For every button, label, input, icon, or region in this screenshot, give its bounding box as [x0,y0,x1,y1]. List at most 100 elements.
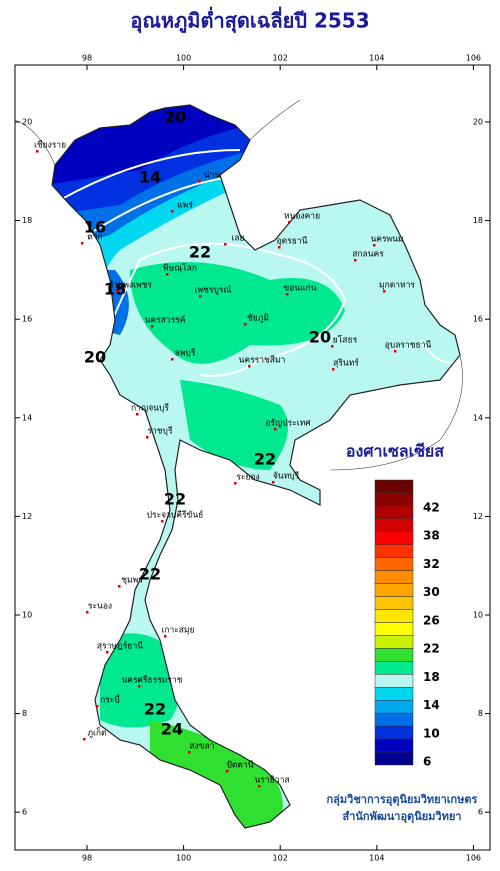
place-label: ระนอง [88,602,112,612]
lon-tick-label: 106 [466,54,481,63]
lon-tick-label: 106 [466,854,481,863]
legend-label: 22 [423,642,440,656]
station-marker [224,243,227,246]
contour-label: 24 [161,720,183,739]
lat-tick-label: 8 [478,709,483,718]
place-label: ลพบุรี [175,348,196,359]
contour-label: 20 [309,328,331,347]
legend-swatch [374,635,414,649]
place-label: ยโสธร [333,335,358,346]
legend-swatch [374,544,414,558]
field-green-east [180,380,288,470]
field-green-south [100,633,182,728]
station-marker [226,770,229,773]
legend-swatch [374,531,414,546]
map-title: อุณหภูมิต่ำสุดเฉลี่ยปี 2553 [130,6,369,35]
legend-swatch [374,479,414,494]
legend-label: 14 [423,698,440,712]
station-marker [383,290,386,293]
station-marker [36,150,39,153]
isotherm [419,339,461,364]
station-marker [234,482,237,485]
station-marker [96,705,99,708]
contour-label: 16 [84,218,106,237]
place-label: มุกดาหาร [379,281,415,291]
legend-swatch [374,661,414,675]
station-marker [278,246,281,249]
place-label: ประจวบคีรีขันธ์ [147,510,204,521]
contour-label: 22 [144,700,166,719]
contour-label: 18 [104,280,126,299]
contour-label: 14 [139,168,161,187]
legend-swatch [374,712,414,727]
lat-tick-label: 8 [22,709,27,718]
station-marker [166,273,169,276]
place-label: เลย [231,234,244,244]
country-outline [51,104,461,829]
station-marker [106,651,109,654]
legend-label: 38 [423,529,440,543]
place-label: อุบลราชธานี [385,340,432,351]
lat-tick-label: 16 [22,315,32,324]
place-label: ปัตตานี [226,760,253,771]
place-label: สงขลา [189,742,214,752]
station-marker [198,180,201,183]
border-line [249,99,301,141]
station-marker [86,611,89,614]
station-marker [171,210,174,213]
legend-swatch [374,751,414,766]
place-label: กาญจนบุรี [131,403,169,414]
place-label: อรัญประเทศ [265,419,311,429]
lat-tick-label: 12 [473,512,483,521]
legend-swatch [374,596,414,610]
place-label: นครราชสีมา [239,355,286,366]
lat-tick-label: 20 [473,118,483,127]
place-label: ชัยภูมิ [247,314,269,324]
legend-label: 30 [423,585,440,599]
legend-label: 10 [423,726,440,740]
field-green-central [130,262,345,364]
credits: กลุ่มวิชาการอุตุนิยมวิทยาเกษตร สำนักพัฒน… [327,793,478,824]
field-navy [52,105,300,190]
contour-label: 22 [139,565,161,584]
place-label: ราชบุรี [147,426,173,437]
place-label: ขอนแก่น [283,284,316,294]
station-marker [354,259,357,262]
credit-line: กลุ่มวิชาการอุตุนิยมวิทยาเกษตร [327,793,478,807]
contour-label: 22 [254,450,276,469]
place-label: สกลนคร [352,250,384,260]
place-label: ภูเก็ต [87,727,106,739]
credit-line: สำนักพัฒนาอุตุนิยมวิทยา [343,810,462,824]
place-label: นครพนม [370,235,403,245]
legend-swatch [374,557,414,571]
lon-tick-label: 100 [176,54,191,63]
station-marker [394,350,397,353]
legend-title: องศาเซลเซียส [346,442,444,461]
station-marker [151,325,154,328]
isotherm [59,149,241,201]
contour-label: 22 [164,490,186,509]
legend-label: 18 [423,670,440,684]
lat-tick-label: 18 [22,216,32,225]
station-marker [171,358,174,361]
station-marker [164,635,167,638]
place-label: เพชรบูรณ์ [195,285,232,296]
legend-label: 6 [423,755,431,769]
border-line [329,354,463,471]
station-marker [188,751,191,754]
lat-tick-label: 10 [473,611,483,620]
place-label: สุรินทร์ [333,358,359,369]
station-marker [274,428,277,431]
legend-swatch [374,505,414,520]
place-label: สุราษฎร์ธานี [97,641,143,652]
station-marker [248,365,251,368]
isotherms [59,149,461,377]
lat-tick-label: 14 [473,413,483,422]
lat-tick-label: 10 [22,611,32,620]
lon-tick-label: 102 [273,854,288,863]
place-label: นราธิวาส [254,776,290,786]
legend-swatch [374,674,414,688]
legend-swatch [374,738,414,753]
